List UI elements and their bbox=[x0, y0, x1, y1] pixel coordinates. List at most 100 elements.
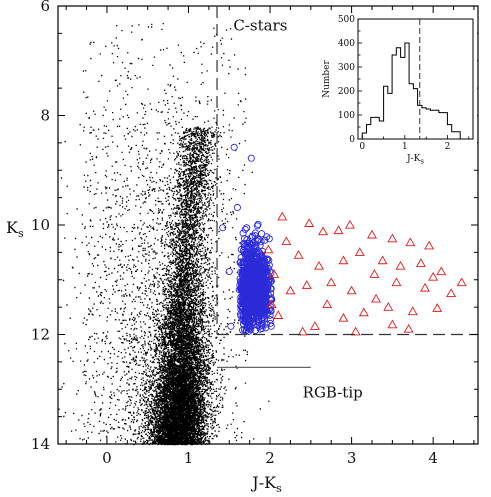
y-axis-title-sub: s bbox=[18, 227, 24, 240]
c-star-point bbox=[240, 307, 249, 315]
red-triangle-point bbox=[369, 269, 380, 278]
red-triangle-point bbox=[263, 244, 274, 254]
red-triangle-point bbox=[367, 229, 377, 239]
c-star-point bbox=[243, 326, 251, 334]
y-tick-label: 8 bbox=[40, 107, 50, 125]
c-star-point bbox=[258, 274, 266, 282]
c-star-point bbox=[253, 318, 261, 326]
c-star-point bbox=[263, 281, 271, 289]
red-triangle-point bbox=[436, 266, 447, 276]
red-triangle-point bbox=[322, 299, 333, 308]
c-star-point bbox=[257, 238, 265, 246]
c-star-point bbox=[254, 300, 262, 309]
red-triangle-point bbox=[333, 225, 344, 235]
y-tick-label: 14 bbox=[31, 435, 50, 453]
c-star-point bbox=[266, 319, 274, 327]
c-star-point bbox=[256, 296, 264, 304]
c-star-point bbox=[263, 320, 271, 328]
red-triangle-point bbox=[350, 326, 361, 336]
c-star-point bbox=[265, 256, 273, 264]
red-triangles bbox=[263, 140, 467, 336]
c-star-point bbox=[256, 249, 264, 257]
red-triangle-point bbox=[403, 323, 414, 333]
inset-y-tick-label: 200 bbox=[338, 87, 355, 97]
c-star-point bbox=[244, 254, 252, 262]
inset-x-axis-title-main: J-K bbox=[406, 154, 421, 164]
red-triangle-point bbox=[338, 255, 349, 265]
red-triangle-point bbox=[309, 321, 320, 330]
inset-y-tick-label: 300 bbox=[338, 63, 355, 73]
main-ticks bbox=[58, 5, 478, 445]
star-dot-point bbox=[141, 38, 143, 41]
red-triangle-point bbox=[432, 303, 443, 312]
x-axis-title: J-Ks bbox=[250, 473, 282, 495]
c-star-point bbox=[260, 291, 268, 300]
c-star-point bbox=[249, 265, 257, 273]
c-star-point bbox=[263, 233, 271, 241]
red-triangle-point bbox=[354, 247, 365, 256]
c-star-point bbox=[251, 229, 259, 237]
star-dots bbox=[58, 23, 270, 446]
inset-x-axis-title: J-Ks bbox=[406, 154, 424, 166]
red-triangle-point bbox=[273, 310, 284, 319]
inset-y-tick-label: 100 bbox=[338, 111, 355, 121]
red-triangle-point bbox=[424, 240, 435, 250]
c-star-point bbox=[267, 307, 275, 315]
inset-x-tick-label: 0 bbox=[359, 142, 365, 152]
y-axis-title-main: K bbox=[6, 218, 19, 237]
c-star-point bbox=[245, 281, 253, 289]
red-triangle-point bbox=[285, 285, 296, 295]
c-star-point bbox=[243, 302, 252, 310]
c-star-point bbox=[256, 322, 264, 330]
inset-y-tick-label: 500 bbox=[338, 15, 355, 25]
inset-background bbox=[310, 15, 477, 163]
annotation-c-stars: C-stars bbox=[233, 17, 287, 35]
c-star-point bbox=[258, 230, 266, 238]
reference-lines bbox=[216, 6, 478, 368]
red-triangle-point bbox=[326, 277, 337, 287]
c-star-point bbox=[245, 256, 253, 264]
c-star-point bbox=[247, 154, 255, 162]
c-star-point bbox=[265, 275, 273, 284]
c-star-point bbox=[241, 225, 249, 233]
red-triangle-point bbox=[387, 233, 398, 243]
c-star-point bbox=[238, 298, 246, 306]
red-triangle-point bbox=[277, 211, 288, 221]
star-dot-point bbox=[164, 142, 166, 145]
c-star-point bbox=[266, 316, 275, 324]
red-triangle-point bbox=[297, 326, 308, 336]
red-triangle-point bbox=[281, 236, 292, 246]
inset-y-tick-label: 400 bbox=[338, 39, 355, 49]
annotation-rgb-tip: RGB-tip bbox=[303, 383, 363, 401]
red-triangle-point bbox=[391, 277, 402, 287]
red-triangle-point bbox=[358, 307, 369, 317]
star-dot-point bbox=[173, 241, 176, 244]
c-star-point bbox=[240, 243, 248, 251]
red-triangle-point bbox=[371, 293, 382, 303]
c-star-point bbox=[257, 270, 265, 278]
y-tick-label: 12 bbox=[31, 326, 50, 344]
c-star-point bbox=[244, 314, 252, 322]
c-star-point bbox=[256, 273, 264, 281]
inset-text: 0 1 2 0 100 200 300 400 500 J-Ks Number bbox=[322, 15, 450, 166]
c-star-point bbox=[255, 305, 263, 313]
inset-x-tick-label: 1 bbox=[402, 142, 408, 152]
red-triangle-point bbox=[318, 226, 329, 236]
red-triangle-point bbox=[269, 269, 280, 278]
red-triangle-point bbox=[344, 219, 355, 229]
histogram-step-line bbox=[361, 42, 465, 140]
inset-x-axis-title-sub: s bbox=[420, 158, 424, 166]
y-axis-title: Ks bbox=[6, 218, 24, 240]
c-star-point bbox=[237, 280, 245, 288]
c-star-point bbox=[253, 283, 261, 291]
c-star-point bbox=[248, 233, 256, 241]
inset-histogram: 0 1 2 0 100 200 300 400 500 J-Ks Number bbox=[310, 15, 477, 166]
x-tick-label: 3 bbox=[347, 449, 357, 467]
red-triangle-point bbox=[304, 218, 315, 227]
red-triangle-point bbox=[407, 306, 418, 316]
y-tick-label: 10 bbox=[31, 216, 50, 234]
c-star-point bbox=[243, 224, 251, 232]
c-star-point bbox=[239, 268, 247, 276]
